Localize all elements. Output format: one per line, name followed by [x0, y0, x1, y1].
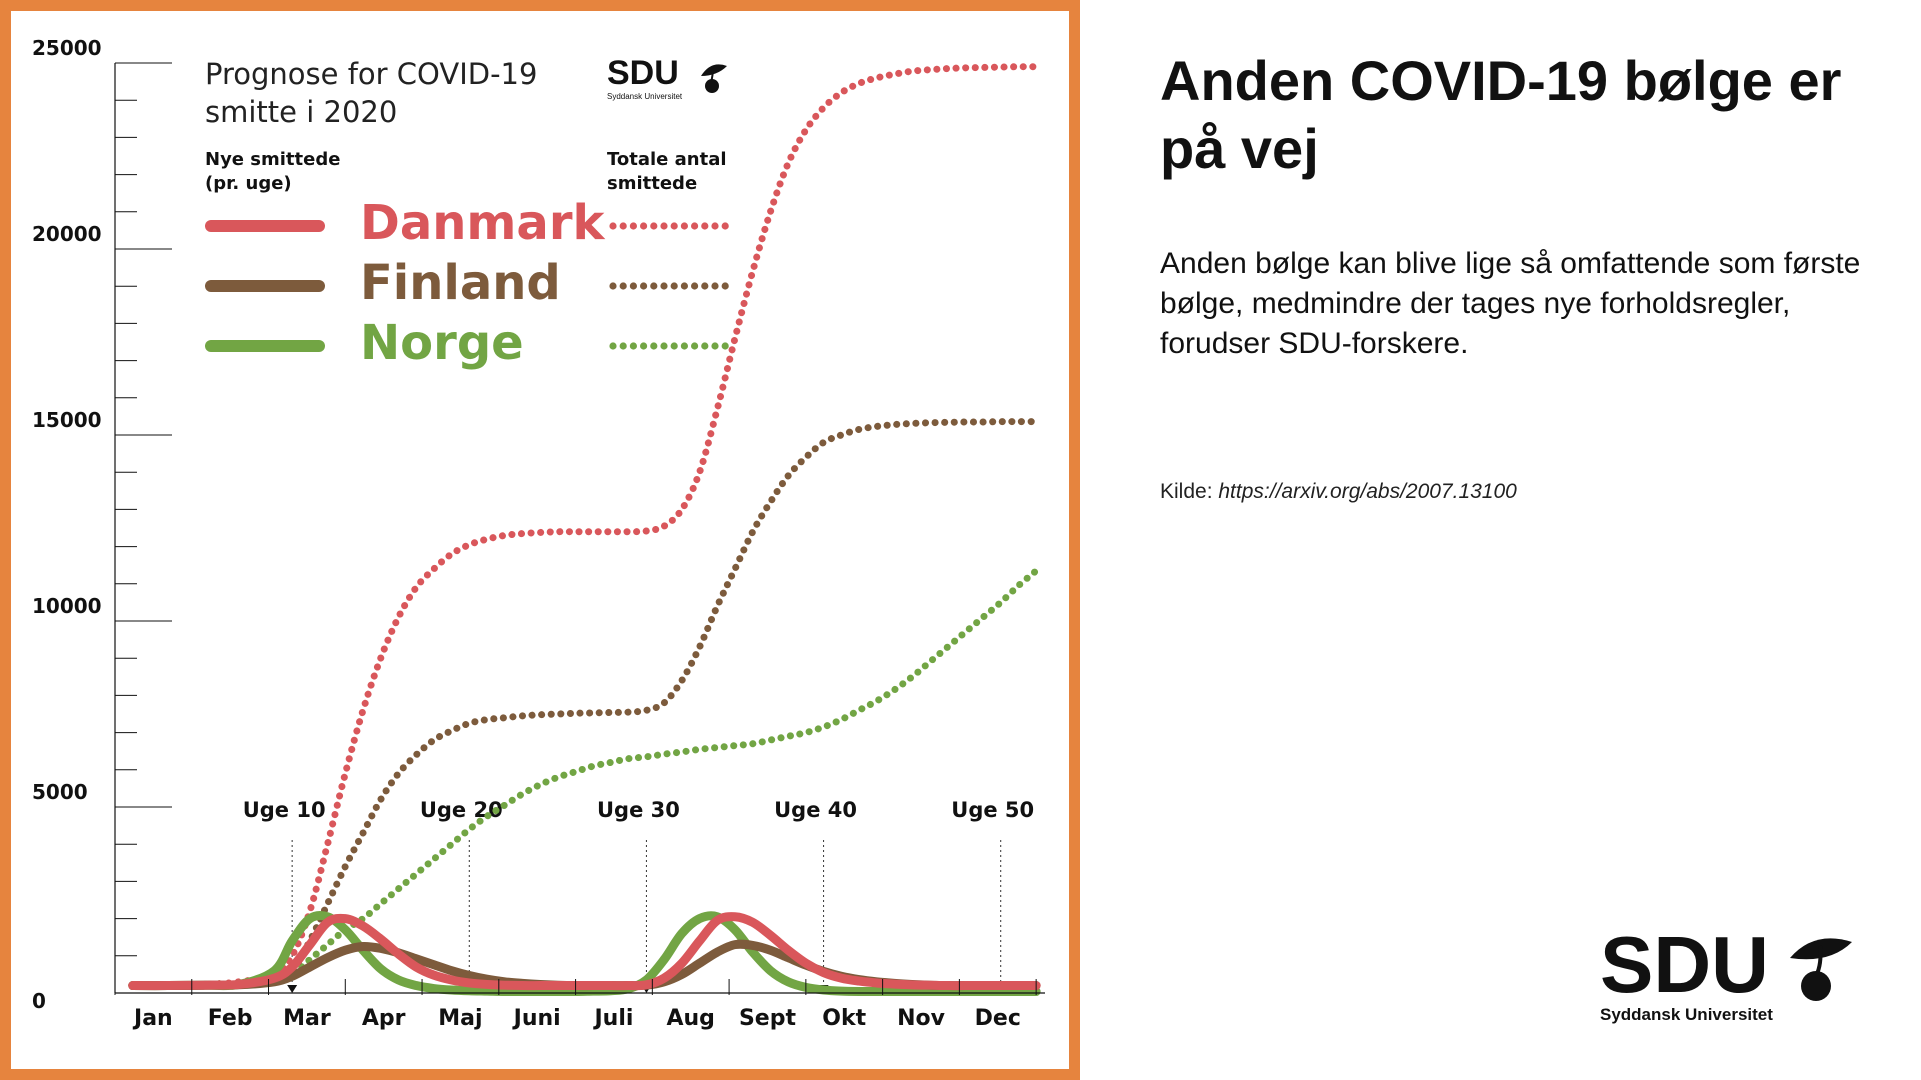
legend-dot	[629, 222, 637, 230]
legend-dot	[650, 282, 658, 290]
legend-dot	[680, 282, 688, 290]
x-tick-label: Feb	[208, 1006, 253, 1031]
legend-dot	[680, 342, 688, 350]
y-tick-label: 0	[32, 989, 46, 1013]
x-tick-label: Maj	[438, 1006, 482, 1031]
weekly-header: Nye smittede (pr. uge)	[205, 149, 341, 194]
legend-item-finland: Finland	[205, 255, 745, 316]
legend-dot	[721, 282, 729, 290]
legend-dots-danmark	[609, 222, 729, 230]
legend-label-norge: Norge	[360, 315, 524, 371]
legend-label-danmark: Danmark	[360, 195, 605, 251]
legend-dot	[670, 342, 678, 350]
legend-dot	[609, 342, 617, 350]
legend-dot	[711, 222, 719, 230]
source-line: Kilde: https://arxiv.org/abs/2007.13100	[1160, 480, 1517, 504]
legend-dot	[680, 222, 688, 230]
week-marker-arrow	[287, 985, 298, 993]
legend-item-danmark: Danmark	[205, 195, 745, 256]
legend-dot	[691, 342, 699, 350]
legend-dots-norge	[609, 342, 729, 350]
chart-panel	[0, 0, 1080, 1080]
y-tick-label: 20000	[32, 222, 102, 246]
chart-axes: 0 5000 10000 15000 20000 25000 Jan Feb Mar Apr Maj…	[32, 36, 1045, 1031]
source-label: Kilde:	[1160, 480, 1213, 503]
description: Anden bølge kan blive lige så omfattende…	[1160, 247, 1861, 360]
y-tick-label: 10000	[32, 594, 102, 618]
logo-subtitle: Syddansk Universitet	[607, 92, 683, 101]
logo-text: SDU	[607, 54, 679, 92]
weekly-line-danmark	[128, 912, 1041, 991]
legend-dot	[650, 342, 658, 350]
apple-icon	[1790, 938, 1852, 1001]
week-markers: Uge 10 Uge 20 Uge 30 Uge 40 Uge 50	[243, 798, 1034, 993]
legend-dot	[619, 222, 627, 230]
total-header: Totale antal smittede	[607, 149, 727, 194]
legend-dot	[609, 282, 617, 290]
legend-line-danmark	[205, 220, 325, 232]
week-marker-label: Uge 20	[420, 798, 503, 822]
y-tick-label: 5000	[32, 780, 88, 804]
x-tick-label: Mar	[283, 1006, 331, 1031]
x-tick-label: Juli	[592, 1006, 633, 1031]
total-line-danmark	[129, 63, 1040, 990]
week-marker-label: Uge 40	[774, 798, 857, 822]
x-tick-label: Aug	[666, 1006, 714, 1031]
legend-label-finland: Finland	[360, 255, 561, 311]
legend-line-norge	[205, 340, 325, 352]
legend-dot	[629, 282, 637, 290]
legend-dot	[650, 222, 658, 230]
logo-subtitle: Syddansk Universitet	[1600, 1005, 1773, 1024]
legend-line-finland	[205, 280, 325, 292]
legend-dot	[711, 282, 719, 290]
legend-dot	[721, 222, 729, 230]
week-marker-label: Uge 50	[951, 798, 1034, 822]
chart-title: Prognose for COVID-19 smitte i 2020	[205, 57, 538, 129]
week-marker-label: Uge 30	[597, 798, 680, 822]
legend-dot	[660, 342, 668, 350]
legend-dot	[701, 342, 709, 350]
legend-dot	[660, 282, 668, 290]
page-title: Anden COVID-19 bølge er på vej	[1160, 49, 1842, 180]
legend-dot	[691, 282, 699, 290]
legend-dot	[701, 222, 709, 230]
legend-dot	[619, 282, 627, 290]
legend-dot	[629, 342, 637, 350]
x-tick-label: Sept	[739, 1006, 797, 1031]
week-marker-label: Uge 10	[243, 798, 326, 822]
legend-dot	[640, 342, 648, 350]
logo-text: SDU	[1600, 920, 1769, 1009]
legend-dot	[609, 222, 617, 230]
legend-dot	[640, 282, 648, 290]
x-tick-label: Okt	[822, 1006, 866, 1031]
legend-dot	[619, 342, 627, 350]
legend-dot	[721, 342, 729, 350]
legend-dot	[670, 222, 678, 230]
x-tick-label: Dec	[975, 1006, 1021, 1031]
total-line-norge	[129, 567, 1040, 990]
x-tick-label: Apr	[362, 1006, 406, 1031]
x-tick-label: Jan	[132, 1006, 173, 1031]
legend-dot	[711, 342, 719, 350]
legend-dot	[670, 282, 678, 290]
x-tick-label: Nov	[897, 1006, 946, 1031]
chart: Uge 10 Uge 20 Uge 30 Uge 40 Uge 50 0 5000 1000…	[32, 36, 1045, 1031]
weekly-line-norge	[128, 910, 1041, 997]
legend-item-norge: Norge	[205, 315, 745, 376]
sdu-logo: SDU Syddansk Universitet	[1600, 920, 1852, 1024]
legend-dot	[660, 222, 668, 230]
legend-dot	[640, 222, 648, 230]
apple-icon	[701, 64, 727, 93]
y-tick-label: 15000	[32, 408, 102, 432]
legend-dots-finland	[609, 282, 729, 290]
total-line-finland	[129, 418, 1040, 990]
legend-dot	[691, 222, 699, 230]
y-tick-label: 25000	[32, 36, 102, 60]
chart-series	[128, 63, 1041, 997]
sdu-mini-logo: SDU Syddansk Universitet	[607, 54, 727, 101]
legend-dot	[701, 282, 709, 290]
x-tick-label: Juni	[512, 1006, 561, 1031]
source-link[interactable]: https://arxiv.org/abs/2007.13100	[1218, 480, 1517, 503]
